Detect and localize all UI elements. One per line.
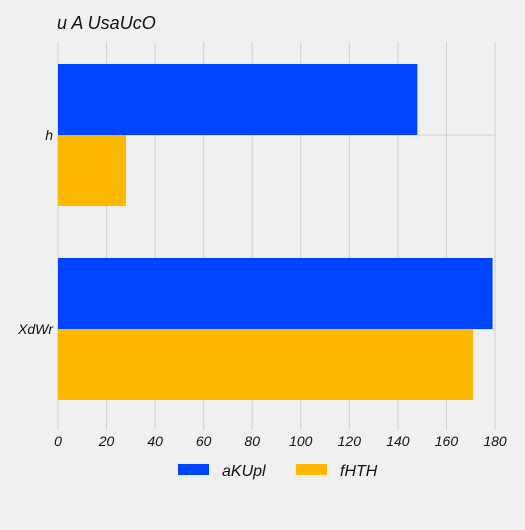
y-tick-label-0: h: [45, 127, 53, 143]
legend-swatch-fHTH: [296, 464, 327, 475]
bar-aKUpl-XdWr: [58, 258, 493, 329]
legend-label-fHTH: fHTH: [340, 463, 378, 480]
bars: [58, 64, 493, 400]
legend-swatch-aKUpl: [178, 464, 209, 475]
bar-fHTH-XdWr: [58, 329, 474, 400]
x-tick-label-0: 0: [54, 433, 62, 449]
x-tick-label-4: 80: [244, 433, 260, 449]
chart-title: u A UsaUcO: [57, 13, 156, 33]
legend-label-aKUpl: aKUpl: [222, 463, 266, 480]
x-tick-label-2: 40: [147, 433, 163, 449]
x-tick-label-8: 160: [435, 433, 459, 449]
x-tick-label-1: 20: [98, 433, 115, 449]
x-tick-label-3: 60: [196, 433, 212, 449]
x-tick-labels: 0 20 40 60 80 100 120 140 160 180: [54, 433, 507, 449]
x-tick-label-9: 180: [483, 433, 507, 449]
y-tick-label-1: XdWr: [17, 321, 54, 337]
y-tick-labels: h XdWr: [17, 127, 54, 337]
x-tick-label-7: 140: [386, 433, 410, 449]
x-tick-label-6: 120: [338, 433, 362, 449]
x-tick-label-5: 100: [289, 433, 313, 449]
bar-aKUpl-h: [58, 64, 418, 135]
bar-fHTH-h: [58, 135, 126, 206]
legend: aKUpl fHTH: [178, 463, 378, 480]
